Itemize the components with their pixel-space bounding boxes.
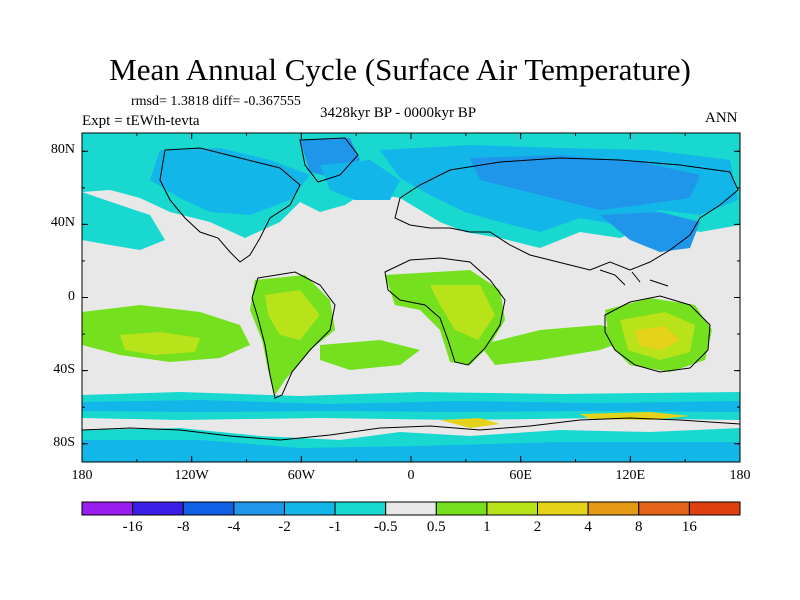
colorbar-swatch xyxy=(81,501,134,516)
lat-tick-label: 80N xyxy=(50,142,75,158)
australia-warm-peak xyxy=(635,326,680,350)
lon-tick-label: 120E xyxy=(615,468,646,483)
colorbar-label: 0.5 xyxy=(426,519,446,535)
southern-ocean-cool-core xyxy=(82,400,740,412)
colorbar-label: -8 xyxy=(176,519,190,535)
colorbar xyxy=(81,501,741,516)
lon-tick-label: 0 xyxy=(407,468,415,483)
siberia-deep-cool xyxy=(470,155,700,210)
rmsd-diff-stats: rmsd= 1.3818 diff= -0.367555 xyxy=(131,94,301,109)
colorbar-swatch xyxy=(283,501,336,516)
coastlines xyxy=(82,137,740,441)
north-pacific-cooling xyxy=(82,192,165,250)
map-ticks xyxy=(81,133,741,462)
south-america-warm-core xyxy=(265,290,320,340)
antarctic-warm-spots xyxy=(440,412,690,428)
colorbar-swatch xyxy=(435,501,488,516)
lon-tick-label: 60E xyxy=(509,468,532,483)
colorbar-swatch xyxy=(638,501,690,516)
south-atlantic-warming xyxy=(320,340,420,370)
africa-warm-core xyxy=(430,285,495,340)
colorbar-label: -0.5 xyxy=(373,519,398,535)
colorbar-swatch xyxy=(688,501,741,516)
lat-tick-label: 80S xyxy=(53,434,75,450)
coast-australia xyxy=(604,295,711,373)
north-america-cool xyxy=(150,148,310,215)
lat-tick-label: 0 xyxy=(68,288,75,304)
colorbar-label: 2 xyxy=(533,519,542,535)
lon-tick-label: 120W xyxy=(174,468,209,483)
colorbar-swatch xyxy=(182,501,235,516)
coast-north-america xyxy=(159,147,301,263)
coast-maritime-continent xyxy=(599,269,669,287)
colorbar-swatch xyxy=(385,501,437,516)
east-asia-cool xyxy=(600,212,700,252)
colorbar-swatch xyxy=(233,501,285,516)
coast-africa xyxy=(384,257,506,366)
coast-greenland xyxy=(299,137,359,183)
colorbar-label: 4 xyxy=(584,519,592,535)
colorbar-label: 8 xyxy=(635,519,643,535)
colorbar-label: 1 xyxy=(483,519,491,535)
colorbar-swatch xyxy=(537,501,589,516)
colorbar-swatch xyxy=(486,501,539,516)
coast-antarctica xyxy=(82,417,740,441)
colorbar-swatch xyxy=(132,501,184,516)
tropical-pacific-warming-core xyxy=(120,332,200,355)
lat-tick-label: 40S xyxy=(53,361,75,377)
lon-tick-label: 180 xyxy=(729,468,751,483)
map-field xyxy=(82,133,740,462)
lat-tick-label: 40N xyxy=(50,215,75,231)
time-period-label: 3428kyr BP - 0000kyr BP xyxy=(320,105,477,121)
colorbar-label: -16 xyxy=(122,519,143,535)
colorbar-swatch xyxy=(587,501,640,516)
lon-tick-label: 180 xyxy=(71,468,93,483)
colorbar-label: 16 xyxy=(681,519,697,535)
colorbar-label: -2 xyxy=(278,519,291,535)
plot-title: Mean Annual Cycle (Surface Air Temperatu… xyxy=(109,52,691,87)
north-atlantic-cool xyxy=(320,160,400,200)
antarctica-cooling-core xyxy=(82,440,740,462)
colorbar-label: -1 xyxy=(328,519,342,535)
coast-eurasia xyxy=(394,157,739,271)
colorbar-swatch xyxy=(334,501,387,516)
season-label: ANN xyxy=(705,110,738,126)
coast-south-america xyxy=(251,271,336,399)
lon-tick-label: 60W xyxy=(287,468,315,483)
colorbar-label: -4 xyxy=(227,519,241,535)
indian-ocean-warming xyxy=(480,325,640,365)
experiment-label: Expt = tEWth-tevta xyxy=(82,113,200,129)
